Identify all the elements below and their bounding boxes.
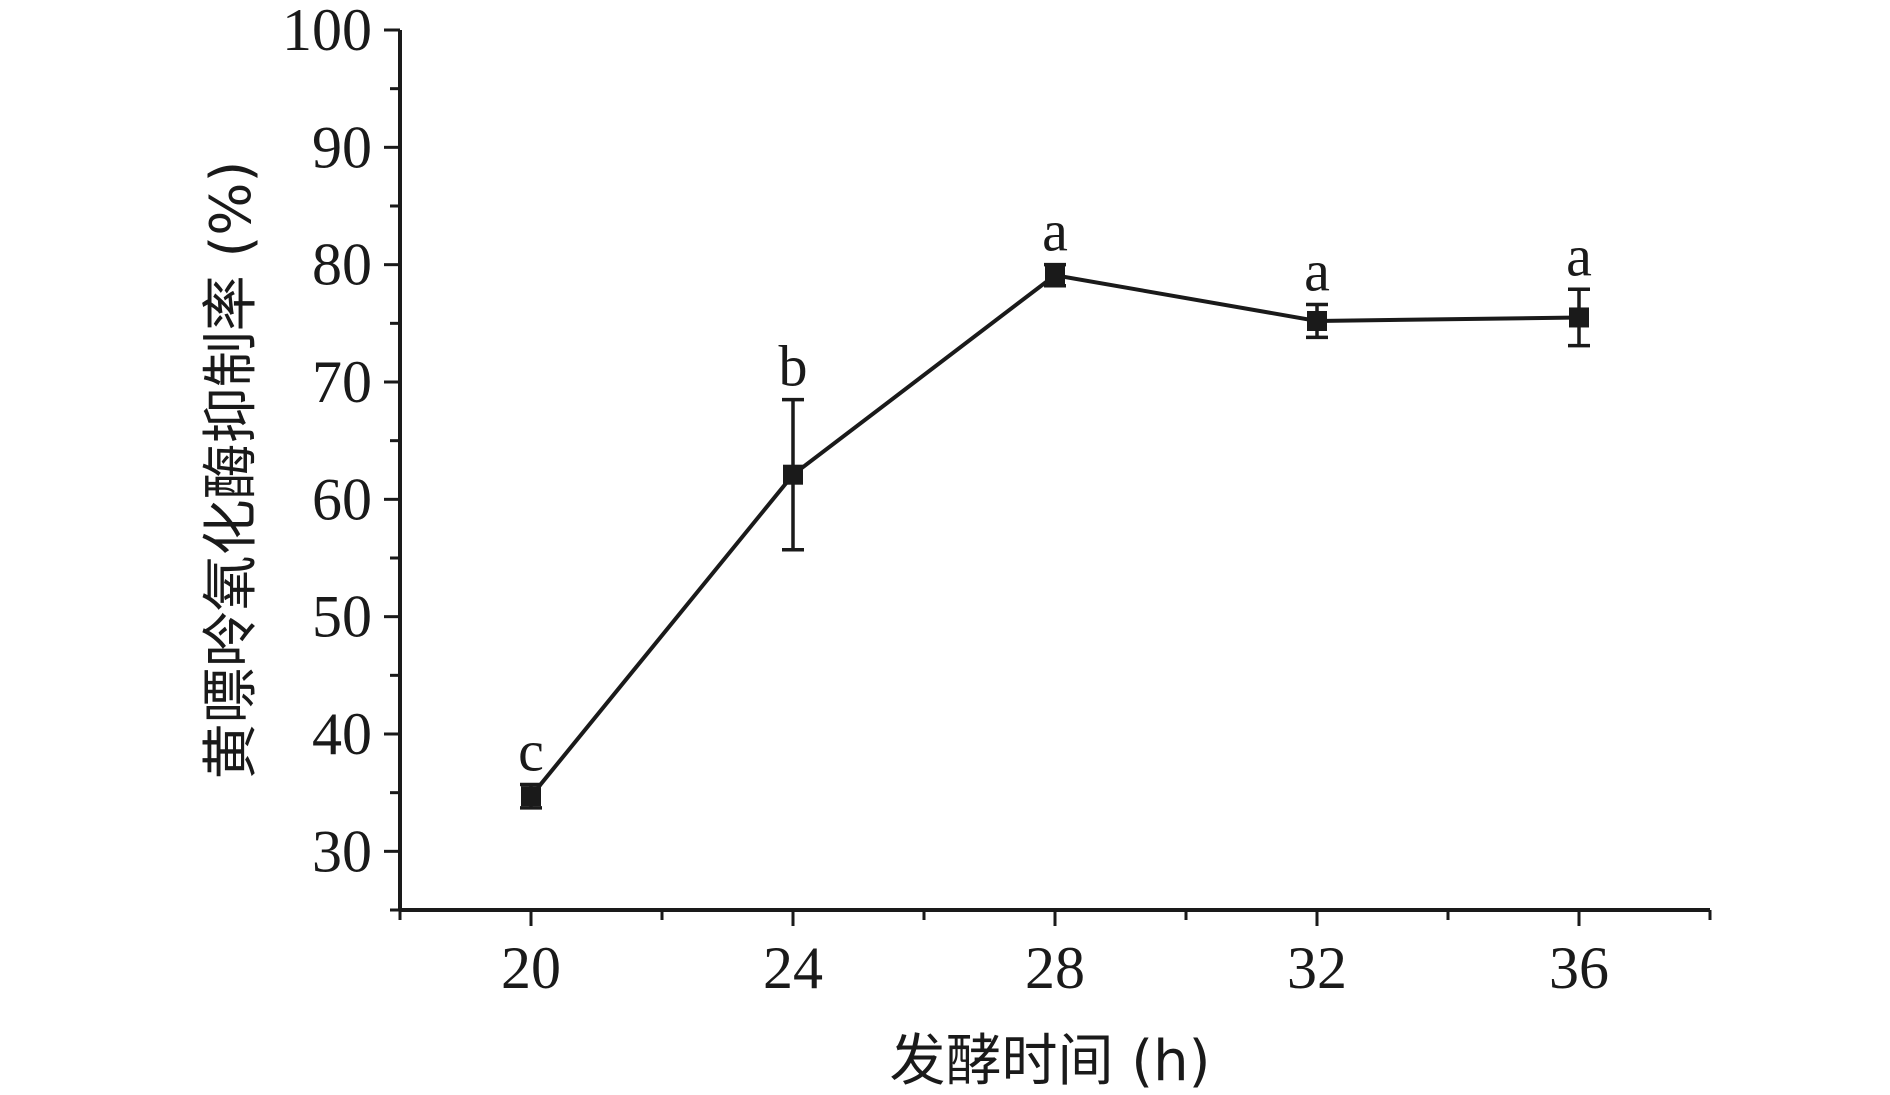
- y-tick-label: 90: [312, 114, 372, 180]
- data-point: [1045, 265, 1065, 286]
- significance-label: a: [1304, 239, 1330, 304]
- data-point: [1569, 307, 1589, 328]
- significance-label: a: [1566, 223, 1592, 288]
- significance-label: a: [1042, 199, 1068, 264]
- data-point: [783, 464, 803, 485]
- y-tick-label: 30: [312, 818, 372, 884]
- plot-area: c b a a a: [518, 199, 1592, 810]
- significance-label: c: [518, 718, 544, 783]
- x-tick-label: 20: [501, 935, 561, 1001]
- significance-label: b: [779, 334, 808, 399]
- x-axis-title: 发酵时间 (h): [890, 1029, 1211, 1094]
- series-line: [529, 273, 1580, 798]
- y-axis-title: 黄嘌呤氧化酶抑制率 (%): [199, 161, 264, 780]
- y-tick-label: 80: [312, 232, 372, 298]
- axes: [398, 30, 1710, 912]
- y-axis-ticks: 30 40 50 60 70 80 90 100: [282, 0, 400, 912]
- data-point: [1307, 310, 1327, 331]
- x-axis-ticks: 20 24 28 32 36: [398, 910, 1712, 1001]
- y-tick-label: 50: [312, 584, 372, 650]
- y-tick-label: 100: [282, 0, 372, 63]
- y-tick-label: 40: [312, 701, 372, 767]
- y-tick-label: 70: [312, 349, 372, 415]
- x-tick-label: 36: [1549, 935, 1609, 1001]
- y-tick-label: 60: [312, 466, 372, 532]
- x-tick-label: 32: [1287, 935, 1347, 1001]
- data-point: [521, 786, 541, 807]
- x-tick-label: 28: [1025, 935, 1085, 1001]
- x-tick-label: 24: [763, 935, 823, 1001]
